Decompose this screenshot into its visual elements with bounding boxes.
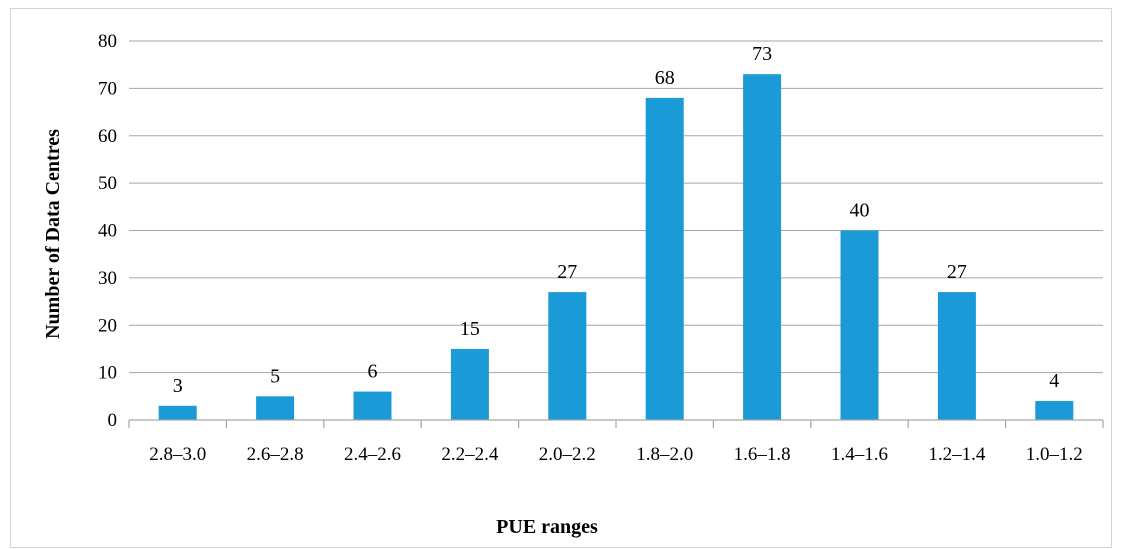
data-label: 6 (368, 361, 378, 383)
chart-frame: 0 10 20 30 40 50 60 70 80 3 5 6 15 27 68 73 40 27 4 2.8–3… (10, 8, 1112, 548)
y-axis-title: Number of Data Centres (42, 129, 64, 339)
y-tick-label: 50 (98, 173, 117, 194)
x-axis-title: PUE ranges (496, 516, 598, 538)
bar (158, 405, 197, 420)
x-tick-label: 2.4–2.6 (344, 444, 401, 465)
data-label: 27 (557, 261, 577, 283)
y-tick-label: 70 (98, 78, 117, 99)
x-tick-label: 1.8–2.0 (636, 444, 693, 465)
bar (548, 292, 587, 420)
x-tick-label: 2.2–2.4 (441, 444, 499, 465)
y-tick-label: 40 (98, 221, 117, 242)
y-tick-label: 0 (108, 410, 118, 431)
y-tick-label: 30 (98, 268, 117, 289)
x-tick-label: 1.0–1.2 (1026, 444, 1083, 465)
bar (937, 292, 976, 420)
x-axis (128, 419, 1104, 428)
x-tick-label: 1.2–1.4 (928, 444, 986, 465)
data-label: 15 (460, 318, 480, 340)
y-tick-label: 80 (98, 31, 117, 52)
y-tick-label: 10 (98, 363, 117, 384)
data-label: 3 (173, 375, 183, 397)
bar (353, 391, 392, 420)
data-labels: 3 5 6 15 27 68 73 40 27 4 (173, 43, 1060, 397)
data-label: 4 (1049, 370, 1059, 392)
x-tick-label: 1.6–1.8 (734, 444, 791, 465)
x-tick-label: 2.8–3.0 (149, 444, 206, 465)
data-label: 27 (947, 261, 967, 283)
y-tick-label: 60 (98, 126, 117, 147)
y-axis-ticks: 0 10 20 30 40 50 60 70 80 (98, 31, 117, 431)
x-tick-label: 2.0–2.2 (539, 444, 596, 465)
data-label: 40 (850, 200, 870, 222)
gridlines (129, 40, 1103, 374)
bar (743, 74, 782, 420)
bar (1035, 401, 1074, 420)
bar-chart: 0 10 20 30 40 50 60 70 80 3 5 6 15 27 68 73 40 27 4 2.8–3… (42, 31, 1104, 538)
data-label: 5 (270, 365, 280, 387)
x-tick-label: 2.6–2.8 (247, 444, 304, 465)
bar (645, 97, 684, 420)
bar (450, 348, 489, 420)
data-label: 73 (752, 43, 772, 65)
y-tick-label: 20 (98, 315, 117, 336)
bar (256, 396, 295, 420)
x-tick-label: 1.4–1.6 (831, 444, 888, 465)
x-axis-ticks: 2.8–3.0 2.6–2.8 2.4–2.6 2.2–2.4 2.0–2.2 1.8–2… (149, 444, 1083, 465)
bar (840, 230, 879, 420)
bars (158, 74, 1074, 420)
data-label: 68 (655, 67, 675, 89)
